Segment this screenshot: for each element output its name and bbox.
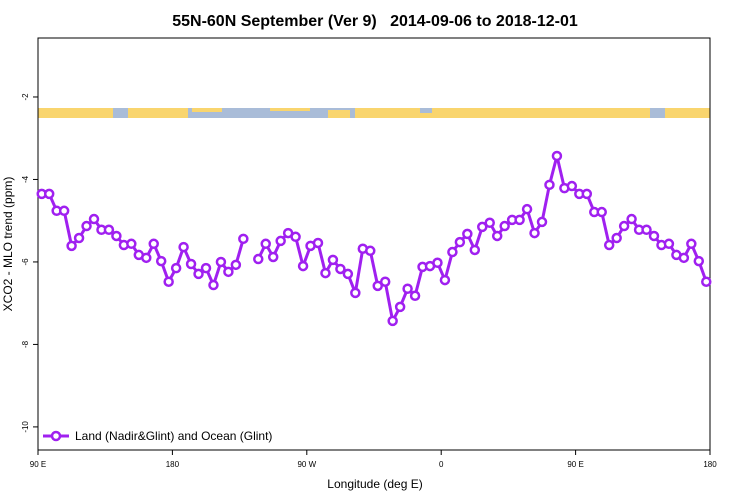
- data-point: [514, 214, 525, 226]
- data-point: [641, 224, 652, 236]
- y-axis-label: XCO2 - MLO trend (ppm): [1, 177, 15, 312]
- x-tick-label: 180: [166, 460, 180, 469]
- data-point: [379, 276, 391, 287]
- data-point: [253, 253, 264, 265]
- data-point: [350, 287, 361, 299]
- data-point: [439, 274, 451, 286]
- data-point: [267, 251, 279, 263]
- data-point: [342, 268, 354, 280]
- data-point: [626, 213, 637, 225]
- data-point: [469, 244, 481, 256]
- data-point: [544, 179, 555, 191]
- plot-frame: [37, 37, 711, 451]
- data-point: [529, 227, 540, 239]
- data-point: [409, 290, 421, 302]
- data-point: [320, 267, 331, 279]
- data-point: [193, 268, 204, 280]
- data-point: [663, 238, 675, 250]
- x-tick-label: 180: [703, 460, 717, 469]
- series-line: [41, 155, 708, 326]
- data-point: [394, 301, 406, 313]
- data-point: [686, 238, 697, 250]
- data-point: [693, 255, 705, 267]
- data-point: [596, 206, 607, 218]
- data-point: [66, 240, 77, 252]
- x-tick-label: 90 E: [567, 460, 583, 469]
- x-axis-label: Longitude (deg E): [327, 477, 422, 491]
- data-point: [290, 231, 301, 243]
- data-point: [491, 230, 503, 242]
- data-point: [155, 255, 167, 267]
- data-point: [58, 205, 70, 217]
- data-point: [603, 239, 615, 251]
- data-point: [148, 238, 159, 250]
- chart-title: 55N-60N September (Ver 9) 2014-09-06 to …: [172, 13, 578, 30]
- data-point: [499, 220, 510, 232]
- y-tick-label: -6: [21, 258, 30, 266]
- data-point: [178, 241, 189, 253]
- legend-marker: [50, 430, 62, 442]
- data-point: [312, 237, 324, 249]
- data-point: [297, 260, 309, 272]
- data-point: [111, 230, 122, 242]
- data-point: [365, 245, 376, 257]
- data-point: [484, 217, 495, 229]
- data-point: [581, 188, 593, 200]
- data-point: [454, 236, 466, 248]
- data-point: [611, 232, 622, 244]
- data-point: [551, 150, 563, 162]
- data-point: [141, 252, 152, 264]
- y-tick-label: -4: [21, 175, 30, 183]
- data-point: [477, 221, 488, 233]
- data-point: [185, 258, 197, 270]
- y-tick-label: -2: [21, 93, 30, 101]
- x-tick-label: 90 W: [297, 460, 316, 469]
- data-point: [566, 180, 578, 192]
- data-point: [402, 283, 413, 294]
- x-tick-label: 90 E: [30, 460, 46, 469]
- data-point: [387, 315, 398, 327]
- data-point: [335, 263, 346, 275]
- data-point: [536, 216, 548, 228]
- data-point: [163, 276, 174, 287]
- data-point: [678, 252, 690, 264]
- data-point: [223, 266, 234, 278]
- data-point: [208, 279, 219, 291]
- data-point: [648, 230, 660, 242]
- data-point: [73, 232, 85, 244]
- y-tick-label: -10: [21, 421, 30, 433]
- data-point: [88, 213, 100, 225]
- data-point: [618, 220, 630, 232]
- legend-label: Land (Nadir&Glint) and Ocean (Glint): [75, 429, 272, 443]
- data-point: [215, 256, 227, 268]
- data-point: [260, 238, 271, 250]
- data-point: [103, 224, 115, 236]
- data-point: [230, 259, 242, 271]
- data-point: [327, 254, 339, 266]
- data-point: [275, 235, 286, 247]
- data-point: [43, 188, 55, 200]
- data-point: [81, 220, 92, 232]
- data-point: [447, 246, 458, 258]
- data-point: [462, 228, 473, 240]
- map-strip: [38, 108, 710, 118]
- data-point: [200, 262, 212, 274]
- data-point: [372, 280, 383, 292]
- data-point: [521, 203, 533, 215]
- data-point: [170, 262, 182, 274]
- data-point: [126, 238, 137, 250]
- data-point: [238, 233, 249, 245]
- data-point: [701, 276, 712, 287]
- data-point: [432, 257, 443, 269]
- x-tick-label: 0: [439, 460, 444, 469]
- y-tick-label: -8: [21, 340, 30, 348]
